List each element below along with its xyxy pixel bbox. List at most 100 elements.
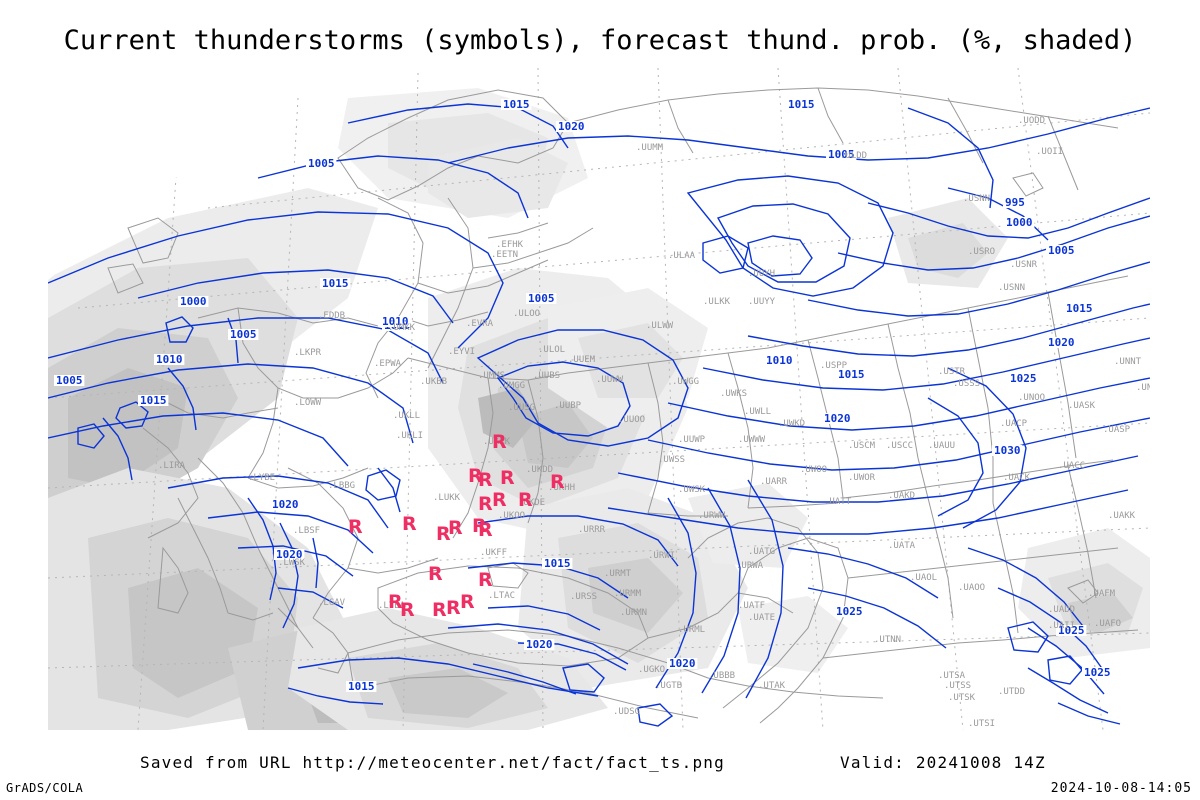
- station-label: .LKPR: [294, 348, 322, 358]
- isobar-label-backing: [786, 99, 817, 110]
- isobar-label-backing: [556, 121, 587, 132]
- station-label: .URRR: [578, 525, 606, 535]
- station-label: .UAOO: [958, 583, 985, 593]
- station-label: .UTSI: [968, 719, 995, 729]
- station-label: .LOWW: [294, 398, 322, 408]
- station-label: .EPWA: [374, 359, 402, 369]
- isobar-label: 1010: [156, 353, 183, 366]
- station-label: .URMT: [604, 569, 632, 579]
- station-label: .ULOL: [538, 345, 565, 355]
- station-label: .UWSK: [678, 485, 706, 495]
- station-label: .UKOO: [498, 511, 525, 521]
- isobar-label-backing: [320, 278, 351, 289]
- station-label: .UUWP: [678, 435, 706, 445]
- station-label: .UNNT: [1114, 357, 1142, 367]
- station-label: .UTSS: [944, 681, 971, 691]
- station-label: .ULKK: [703, 297, 731, 307]
- thunderstorm-symbol: R: [446, 597, 461, 619]
- station-label: .UKKK: [483, 437, 511, 447]
- station-label: .UWLL: [744, 407, 771, 417]
- thunderstorm-symbol: R: [400, 599, 415, 621]
- station-label: .UMMS: [478, 371, 505, 381]
- isobar-label-backing: [1004, 217, 1035, 228]
- station-label: .UAII: [1048, 621, 1075, 631]
- station-label: .UKLL: [393, 411, 420, 421]
- station-label: .LTBA: [378, 601, 406, 611]
- station-label: .UACK: [1003, 473, 1031, 483]
- isobar-label-backing: [1046, 337, 1077, 348]
- station-label: .UUEM: [568, 355, 596, 365]
- isobar-label-backing: [138, 395, 169, 406]
- isobar-label-backing: [667, 658, 698, 669]
- isobar-label-backing: [228, 329, 259, 340]
- isobar-label: 995: [1005, 196, 1025, 209]
- isobar-label-backing: [1008, 373, 1039, 384]
- isobar-label: 1015: [348, 680, 375, 693]
- station-label: .LIRA: [158, 461, 186, 471]
- isobar-label-backing: [346, 681, 377, 692]
- station-label: .USCM: [848, 441, 876, 451]
- thunderstorm-symbol: R: [518, 489, 533, 511]
- valid-time-label: Valid: 20241008 14Z: [840, 753, 1046, 772]
- isobar-label-backing: [1046, 245, 1077, 256]
- station-label: .UMKK: [388, 323, 416, 333]
- station-label: .UUYY: [748, 297, 776, 307]
- station-label: .UWKD: [778, 419, 805, 429]
- thunderstorm-symbol: R: [428, 563, 443, 585]
- station-label: .UATT: [824, 497, 852, 507]
- isobar-label: 1005: [230, 328, 257, 341]
- station-label: .ULWW: [646, 321, 674, 331]
- station-label: .LWSK: [278, 558, 306, 568]
- station-label: .UODD: [1018, 116, 1045, 126]
- station-label: .EVRA: [466, 319, 494, 329]
- station-label: .USCC: [886, 441, 913, 451]
- station-label: .UWOR: [848, 473, 876, 483]
- isobar-label-backing: [501, 99, 532, 110]
- saved-from-url-label: Saved from URL http://meteocenter.net/fa…: [140, 753, 725, 772]
- station-label: .UWKS: [720, 389, 747, 399]
- station-label: .UADD: [1048, 605, 1075, 615]
- isobar-label-backing: [380, 316, 411, 327]
- thunderstorm-symbol: R: [492, 431, 507, 453]
- thunderstorm-symbol: R: [478, 469, 493, 491]
- station-label: .UGKO: [638, 665, 665, 675]
- isobar-label-backing: [306, 158, 337, 169]
- station-label: .UAKD: [888, 491, 915, 501]
- station-label: .UAFO: [1094, 619, 1121, 629]
- isobar-label: 1005: [828, 148, 855, 161]
- thunder-probability-shading: [48, 68, 1150, 730]
- station-label: .USNN: [998, 283, 1025, 293]
- station-label: .EETN: [491, 250, 518, 260]
- station-label: .UKLI: [396, 431, 423, 441]
- isobar-label: 1020: [558, 120, 585, 133]
- isobar-labels: 1015 1020 1015 1005 1005 1000 1005 1010 1005 1015…: [54, 98, 1113, 693]
- thunderstorm-symbol: R: [436, 523, 451, 545]
- station-label: .UUOO: [618, 415, 645, 425]
- thunderstorm-symbol: R: [478, 493, 493, 515]
- thunderstorm-symbol: R: [448, 517, 463, 539]
- station-label: .UWGG: [672, 377, 699, 387]
- station-label: .URWI: [648, 551, 675, 561]
- thunderstorm-symbol: R: [492, 489, 507, 511]
- isobar-label-backing: [1003, 197, 1027, 208]
- station-label: .USTR: [938, 367, 966, 377]
- station-label: .URMM: [614, 589, 642, 599]
- station-label: .UACC: [1058, 461, 1085, 471]
- isobar-label: 1025: [836, 605, 863, 618]
- isobar-label-backing: [1064, 303, 1095, 314]
- isobar-label-backing: [826, 149, 857, 160]
- generation-timestamp: 2024-10-08-14:05: [1050, 781, 1192, 796]
- isobar-label: 1015: [1066, 302, 1093, 315]
- station-label: .UKDE: [518, 498, 545, 508]
- station-label: .LUKK: [433, 493, 461, 503]
- station-label: .UGTB: [655, 681, 682, 691]
- station-label: .UACP: [1000, 419, 1028, 429]
- isobar-label: 1000: [1006, 216, 1033, 229]
- isobar-label: 1020: [272, 498, 299, 511]
- station-label: .UATE: [748, 613, 775, 623]
- isobar-label: 1025: [1058, 624, 1085, 637]
- isobar-label: 1020: [276, 548, 303, 561]
- weather-map[interactable]: 1015 1020 1015 1005 1005 1000 1005 1010 1005 1015…: [48, 68, 1150, 730]
- station-label: .URML: [678, 625, 705, 635]
- page-title: Current thunderstorms (symbols), forecas…: [63, 25, 1137, 56]
